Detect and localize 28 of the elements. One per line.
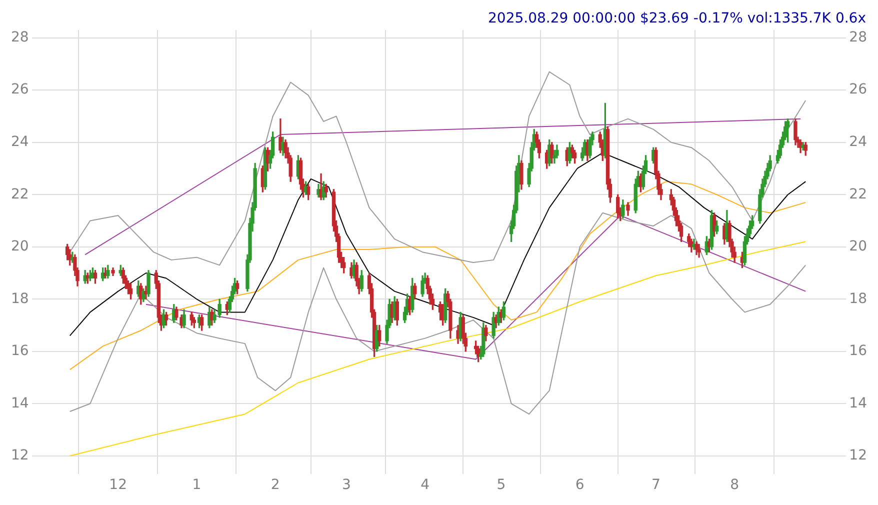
x-tick-label: 8 <box>730 477 740 494</box>
x-tick-label: 6 <box>575 477 584 494</box>
y2-tick-label: 12 <box>849 448 868 464</box>
y-tick-label: 26 <box>10 82 29 98</box>
y-tick-label: 28 <box>10 29 29 46</box>
y-tick-label: 24 <box>10 134 29 150</box>
y-tick-label: 22 <box>10 186 29 202</box>
x-tick-label: 5 <box>496 477 506 494</box>
y2-tick-label: 24 <box>849 134 868 150</box>
y-tick-label: 18 <box>10 290 29 307</box>
x-tick-label: 3 <box>342 477 351 494</box>
y2-tick-label: 16 <box>849 343 868 360</box>
x-tick-label: 7 <box>651 477 660 494</box>
y2-tick-label: 18 <box>849 290 868 307</box>
x-tick-label: 2 <box>270 477 280 494</box>
y2-tick-label: 26 <box>849 82 868 98</box>
x-tick-label: 4 <box>420 477 430 494</box>
y2-tick-label: 28 <box>849 29 868 46</box>
y2-tick-label: 14 <box>849 395 868 412</box>
x-tick-label: 1 <box>192 477 202 494</box>
y-tick-label: 20 <box>10 238 29 255</box>
x-tick-label: 12 <box>109 477 127 494</box>
y2-tick-label: 20 <box>849 238 868 255</box>
y-tick-label: 12 <box>10 448 29 464</box>
y-tick-label: 14 <box>10 395 29 412</box>
chart-title: 2025.08.29 00:00:00 $23.69 -0.17% vol:1335.7K 0.6x <box>488 10 866 27</box>
y2-tick-label: 22 <box>849 186 868 202</box>
y-tick-label: 16 <box>10 343 29 360</box>
